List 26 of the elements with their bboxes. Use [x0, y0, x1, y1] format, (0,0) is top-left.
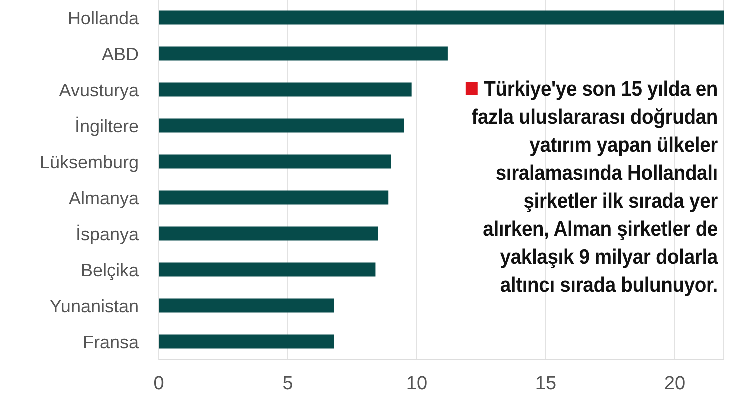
y-tick-label: İspanya — [76, 224, 140, 244]
y-tick-label: Avusturya — [59, 80, 140, 100]
bar — [159, 10, 724, 25]
bar — [159, 82, 412, 97]
y-tick-label: Lüksemburg — [40, 152, 139, 172]
bar — [159, 226, 378, 241]
y-tick-label: Fransa — [82, 332, 140, 352]
x-tick-label: 15 — [535, 373, 557, 394]
y-tick-label: ABD — [102, 44, 139, 64]
y-tick-label: Belçika — [80, 260, 140, 280]
y-tick-label: Almanya — [68, 188, 140, 208]
y-tick-label: Hollanda — [68, 8, 140, 28]
bar — [159, 190, 389, 205]
x-tick-label: 10 — [406, 373, 428, 394]
annotation: Türkiye'ye son 15 yılda en fazla uluslararası doğrudan yatırım yapan ülkeler sıralamasında Hollandalı şirketler ilk sırada yer alırken, Alman şirketler de yaklaşık 9 milyar dolarla altıncı sırada bulunuyor. — [472, 78, 718, 297]
bar — [159, 262, 376, 277]
bar — [159, 334, 334, 349]
y-tick-label: Yunanistan — [50, 296, 139, 316]
x-tick-label: 20 — [664, 373, 686, 394]
bar — [159, 298, 334, 313]
bar — [159, 154, 392, 169]
y-tick-label: İngiltere — [74, 116, 139, 136]
x-tick-label: 0 — [154, 373, 164, 394]
bar — [159, 118, 404, 133]
bar — [159, 46, 448, 61]
x-tick-label: 5 — [282, 373, 294, 394]
